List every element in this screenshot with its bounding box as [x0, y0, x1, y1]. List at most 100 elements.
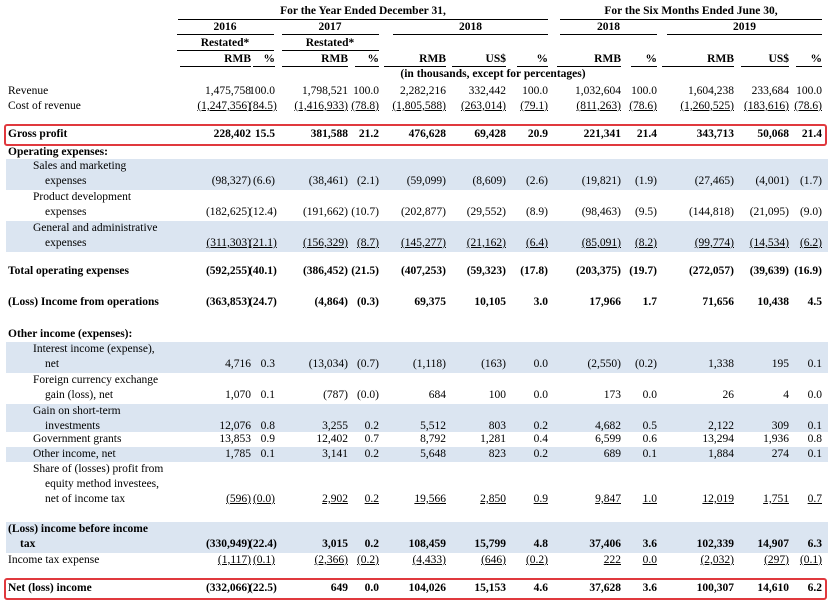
- cell-value: 476,628: [408, 128, 446, 140]
- cell-value: 0.6: [642, 433, 657, 445]
- cell-value: (811,263): [576, 100, 621, 112]
- cell-value: 100.0: [353, 85, 379, 97]
- cell-value: (330,949): [205, 538, 251, 550]
- column-header: %: [536, 53, 549, 65]
- cell-value: (596): [226, 493, 251, 505]
- row-label-continued: tax: [20, 538, 36, 550]
- cell-value: (163): [481, 358, 506, 370]
- six-2018: 2018: [597, 21, 620, 33]
- cell-value: 100.0: [249, 85, 275, 97]
- cell-value: 1,604,238: [688, 85, 734, 97]
- cell-value: (6.2): [799, 237, 822, 249]
- cell-value: (84.5): [249, 100, 277, 112]
- cell-value: 343,713: [696, 128, 734, 140]
- cell-value: 0.0: [642, 389, 657, 401]
- cell-value: 0.8: [807, 433, 822, 445]
- cell-value: 15.5: [254, 128, 275, 140]
- cell-value: 332,442: [468, 85, 506, 97]
- cell-value: 0.1: [260, 389, 275, 401]
- cell-value: (191,662): [302, 206, 348, 218]
- cell-value: 9,847: [595, 493, 621, 505]
- year-2018: 2018: [459, 21, 482, 33]
- cell-value: 37,628: [589, 582, 621, 594]
- row-label: (Loss) income before income: [8, 523, 148, 535]
- cell-value: 0.0: [807, 389, 822, 401]
- column-header: RMB: [419, 53, 446, 65]
- cell-value: 222: [603, 554, 621, 566]
- cell-value: 104,026: [408, 582, 446, 594]
- cell-value: 3,015: [322, 538, 348, 550]
- row-label-continued: gain (loss), net: [45, 389, 114, 401]
- cell-value: (646): [481, 554, 506, 566]
- cell-value: (27,465): [694, 175, 734, 187]
- restated-2017: Restated*: [305, 37, 355, 49]
- cell-value: 37,406: [589, 538, 621, 550]
- cell-value: (24.7): [249, 296, 277, 308]
- cell-value: 4.8: [533, 538, 548, 550]
- cell-value: (0.3): [356, 296, 379, 308]
- cell-value: 0.5: [642, 420, 657, 432]
- cell-value: (29,552): [466, 206, 506, 218]
- cell-value: 3.6: [642, 538, 657, 550]
- cell-value: (1,118): [412, 358, 446, 370]
- cell-value: 100.0: [522, 85, 548, 97]
- cell-value: (9.0): [799, 206, 822, 218]
- cell-value: (21,095): [749, 206, 789, 218]
- cell-value: (4,001): [755, 175, 789, 187]
- cell-value: (85,091): [581, 237, 621, 249]
- cell-value: (22.4): [249, 538, 277, 550]
- cell-value: (407,253): [400, 265, 446, 277]
- cell-value: 6,599: [595, 433, 621, 445]
- cell-value: (9.5): [634, 206, 657, 218]
- cell-value: 6.2: [807, 582, 822, 594]
- cell-value: 13,853: [219, 433, 251, 445]
- cell-value: (17.8): [520, 265, 548, 277]
- cell-value: 15,153: [474, 582, 506, 594]
- row-label-continued: expenses: [45, 206, 87, 218]
- cell-value: 4,716: [225, 358, 251, 370]
- cell-value: 274: [771, 448, 789, 460]
- row-label: Gross profit: [8, 128, 68, 140]
- cell-value: 689: [603, 448, 621, 460]
- table-row: Interest income (expense), net 4,716 0.3 (13…: [6, 342, 828, 373]
- row-label: Income tax expense: [8, 554, 100, 566]
- cell-value: (0.2): [356, 554, 379, 566]
- cell-value: 10,438: [757, 296, 789, 308]
- cell-value: (2,032): [700, 554, 734, 566]
- cell-value: (98,463): [581, 206, 621, 218]
- table-row: Other income (expenses):: [0, 327, 834, 341]
- cell-value: 309: [771, 420, 789, 432]
- cell-value: 1,475,758: [205, 85, 251, 97]
- column-header: %: [645, 53, 658, 65]
- table-row: Gain on short-term investments 12,076 0.8 3,…: [6, 404, 828, 432]
- cell-value: 1,032,604: [575, 85, 621, 97]
- cell-value: (78.6): [629, 100, 657, 112]
- table-row: Gross profit 228,402 15.5 381,588 21.2 476,62…: [0, 127, 834, 143]
- cell-value: 0.3: [260, 358, 275, 370]
- cell-value: (22.5): [249, 582, 277, 594]
- cell-value: (1,247,356): [197, 100, 251, 112]
- cell-value: (4,864): [314, 296, 348, 308]
- cell-value: (2,366): [314, 554, 348, 566]
- row-label: (Loss) Income from operations: [8, 296, 159, 308]
- cell-value: (21.1): [249, 237, 277, 249]
- row-label: Share of (losses) profit from: [33, 463, 164, 475]
- table-row: Total operating expenses (592,255) (40.1) (…: [0, 264, 834, 280]
- cell-value: 0.2: [533, 448, 548, 460]
- year-2017: 2017: [318, 21, 342, 33]
- table-row: Product development expenses (182,625) (12.…: [0, 190, 834, 221]
- cell-value: (592,255): [205, 265, 251, 277]
- row-label-continued: net of income tax: [45, 493, 126, 505]
- cell-value: 1,884: [708, 448, 734, 460]
- column-header: US$: [768, 53, 789, 65]
- cell-value: (78.6): [794, 100, 822, 112]
- cell-value: 14,907: [757, 538, 789, 550]
- cell-value: 381,588: [310, 128, 348, 140]
- cell-value: (1,117): [217, 554, 251, 566]
- cell-value: (787): [323, 389, 348, 401]
- cell-value: 4.6: [533, 582, 548, 594]
- cell-value: 823: [488, 448, 506, 460]
- table-row: (Loss) income before income tax (330,949)(…: [6, 522, 828, 553]
- cell-value: (99,774): [694, 237, 734, 249]
- cell-value: 0.9: [533, 493, 548, 505]
